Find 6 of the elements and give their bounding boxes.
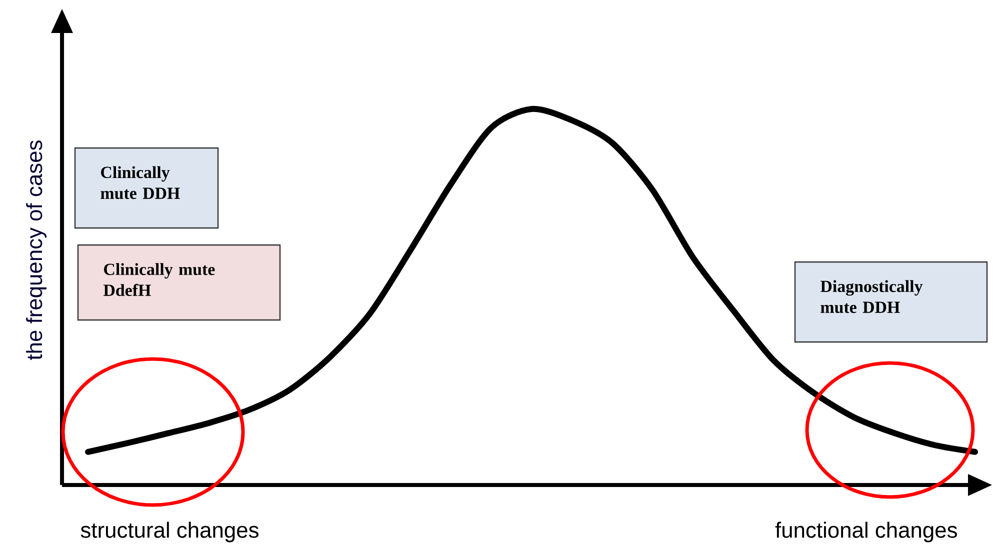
text: structural changes <box>80 522 258 542</box>
y-axis-title: the frequency of cases <box>26 140 46 360</box>
text: functional changes <box>775 522 957 542</box>
annotation: Diagnostically mute DDH <box>820 280 923 314</box>
annotation: Clinically mute DdefH <box>104 263 215 296</box>
annotation: Clinically mute DDH <box>100 166 180 200</box>
